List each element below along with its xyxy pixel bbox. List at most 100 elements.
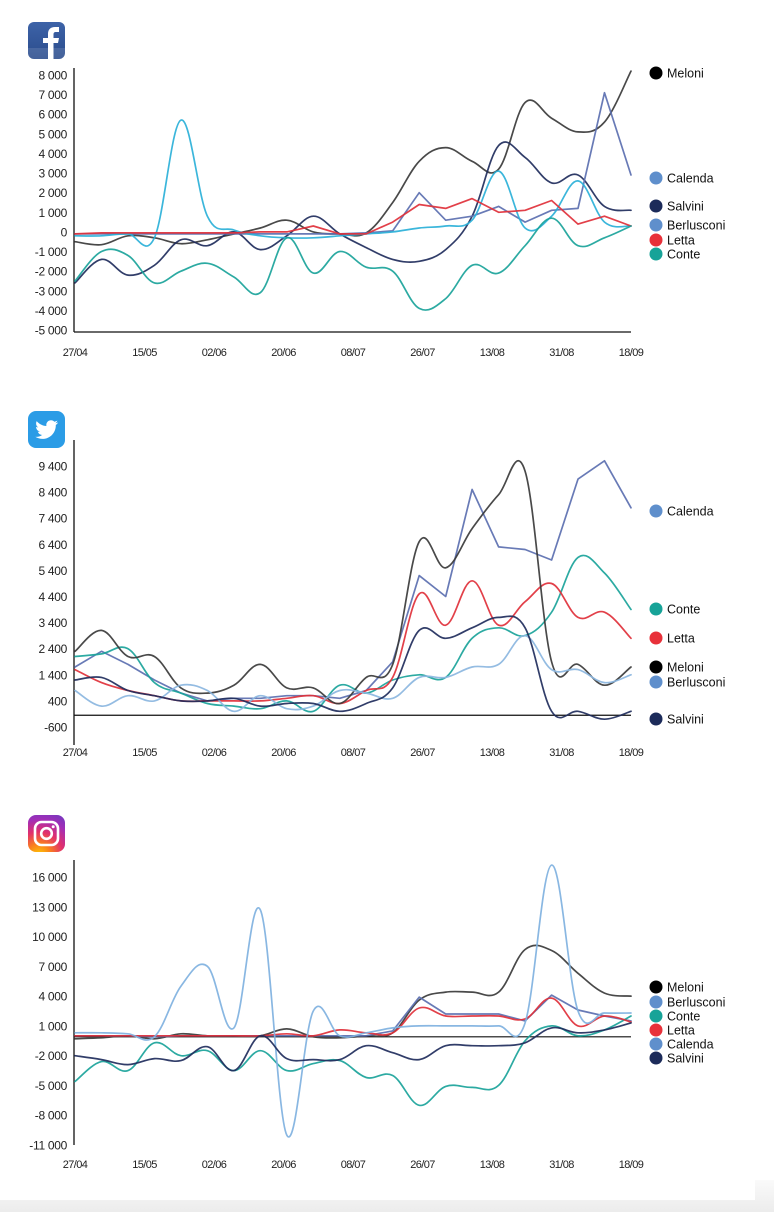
y-tick-label: -3 000 [35, 284, 68, 298]
y-tick-label: 4 400 [38, 590, 67, 604]
x-tick-label: 20/06 [271, 747, 296, 759]
instagram-icon [28, 815, 65, 852]
y-tick-label: 1 000 [38, 206, 67, 220]
series-line-conte [74, 217, 632, 311]
legend-marker-berlusconi [649, 675, 663, 689]
series-line-calenda [74, 864, 632, 1138]
x-tick-label: 13/08 [480, 747, 505, 759]
legend-marker-salvini [649, 1051, 663, 1065]
x-tick-label: 26/07 [410, 747, 435, 759]
x-tick-label: 13/08 [480, 1159, 505, 1171]
legend-marker-meloni [649, 66, 663, 80]
legend-label-salvini: Salvini [667, 713, 704, 727]
legend-label-berlusconi: Berlusconi [667, 996, 725, 1010]
legend-label-meloni: Meloni [667, 661, 704, 675]
x-tick-label: 18/09 [619, 747, 644, 759]
legend-label-letta: Letta [667, 632, 695, 646]
x-tick-label: 20/06 [271, 1159, 296, 1171]
legend-marker-salvini [649, 712, 663, 726]
y-tick-label: 7 000 [38, 88, 67, 102]
x-tick-label: 27/04 [63, 747, 88, 759]
x-tick-label: 31/08 [549, 1159, 574, 1171]
legend-label-salvini: Salvini [667, 1052, 704, 1066]
legend-label-calenda: Calenda [667, 505, 714, 519]
x-tick-label: 02/06 [202, 347, 227, 359]
series-line-berlusconi [74, 634, 632, 713]
legend-marker-calenda [649, 171, 663, 185]
legend-label-conte: Conte [667, 603, 700, 617]
y-tick-label: -5 000 [35, 324, 68, 338]
legend-label-meloni: Meloni [667, 67, 704, 81]
x-tick-label: 20/06 [271, 347, 296, 359]
facebook-icon [28, 22, 65, 59]
y-tick-label: -5 000 [35, 1079, 68, 1093]
y-tick-label: -4 000 [35, 304, 68, 318]
page-bottom-card [0, 1180, 755, 1200]
x-tick-label: 31/08 [549, 747, 574, 759]
y-tick-label: 3 000 [38, 167, 67, 181]
legend-label-calenda: Calenda [667, 172, 714, 186]
legend-marker-letta [649, 233, 663, 247]
legend-marker-letta [649, 631, 663, 645]
x-tick-label: 15/05 [132, 1159, 157, 1171]
legend-marker-salvini [649, 199, 663, 213]
y-tick-label: -1 000 [35, 245, 68, 259]
legend-label-letta: Letta [667, 1024, 695, 1038]
twitter-chart-panel: 9 400 8 400 7 400 6 400 5 400 4 400 3 400 2 400… [28, 411, 725, 759]
series-line-calenda [74, 119, 632, 247]
legend-marker-berlusconi [649, 218, 663, 232]
legend-marker-conte [649, 602, 663, 616]
y-tick-label: -8 000 [35, 1109, 68, 1123]
y-tick-label: 7 000 [38, 960, 67, 974]
x-tick-label: 15/05 [132, 347, 157, 359]
series-line-letta [74, 197, 632, 235]
y-tick-label: -2 000 [35, 265, 68, 279]
x-tick-label: 08/07 [341, 747, 366, 759]
twitter-bird-glyph [35, 420, 59, 439]
series-line-letta [74, 997, 632, 1037]
y-tick-label: 7 400 [38, 512, 67, 526]
x-tick-label: 08/07 [341, 347, 366, 359]
y-tick-label: 5 400 [38, 564, 67, 578]
x-tick-label: 13/08 [480, 347, 505, 359]
y-tick-label: 13 000 [32, 900, 68, 914]
x-tick-label: 18/09 [619, 1159, 644, 1171]
legend-marker-calenda [649, 1037, 663, 1051]
facebook-glyph [28, 27, 65, 59]
y-tick-label: 2 400 [38, 642, 67, 656]
legend-label-salvini: Salvini [667, 200, 704, 214]
legend-label-berlusconi: Berlusconi [667, 219, 725, 233]
y-tick-label: 10 000 [32, 930, 68, 944]
y-tick-label: -11 000 [29, 1139, 67, 1153]
y-tick-label: 5 000 [38, 127, 67, 141]
x-tick-label: 26/07 [410, 347, 435, 359]
y-tick-label: 4 000 [38, 990, 67, 1004]
y-tick-label: 4 000 [38, 147, 67, 161]
y-tick-label: 6 000 [38, 108, 67, 122]
x-tick-label: 18/09 [619, 347, 644, 359]
y-tick-label: 8 400 [38, 486, 67, 500]
series-line-meloni [74, 944, 632, 1040]
legend-marker-conte [649, 247, 663, 261]
legend-marker-berlusconi [649, 995, 663, 1009]
series-line-conte [74, 554, 632, 713]
instagram-line-chart: 16 000 13 000 10 000 7 000 4 000 1 000 -2 000 -… [29, 860, 725, 1171]
legend-marker-meloni [649, 660, 663, 674]
x-tick-label: 15/05 [132, 747, 157, 759]
x-tick-label: 02/06 [202, 747, 227, 759]
instagram-chart-panel: 16 000 13 000 10 000 7 000 4 000 1 000 -2 000 -… [28, 815, 725, 1171]
series-line-salvini [74, 615, 632, 721]
facebook-chart-panel: 8 000 7 000 6 000 5 000 4 000 3 000 2 000 1 000… [0, 0, 774, 370]
y-tick-label: 400 [48, 694, 68, 708]
y-tick-label: 16 000 [32, 871, 68, 885]
series-line-conte [74, 1015, 632, 1107]
twitter-line-chart: 9 400 8 400 7 400 6 400 5 400 4 400 3 400 2 400… [38, 440, 725, 759]
legend-label-conte: Conte [667, 248, 700, 262]
series-line-salvini [74, 1022, 632, 1072]
legend-marker-letta [649, 1023, 663, 1037]
legend-marker-meloni [649, 980, 663, 994]
twitter-icon [28, 411, 65, 448]
y-tick-label: 9 400 [38, 460, 67, 474]
series-line-salvini [74, 141, 632, 284]
y-tick-label: 3 400 [38, 616, 67, 630]
